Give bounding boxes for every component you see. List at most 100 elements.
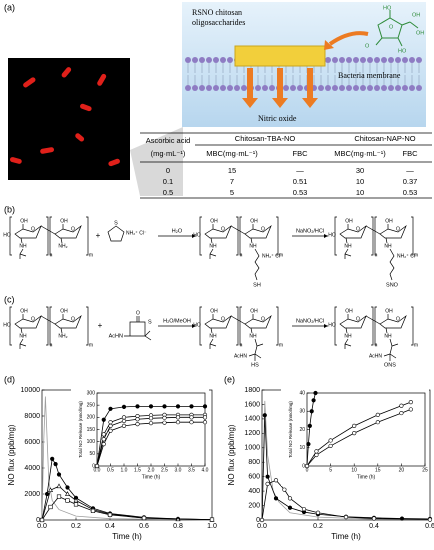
marker: [148, 416, 154, 421]
cell: [9, 157, 22, 164]
bond: [209, 248, 217, 259]
arrow-head: [192, 234, 196, 238]
label: MBC(mg·mL⁻¹): [334, 149, 386, 158]
bond: [344, 248, 352, 259]
label: 0.6: [425, 523, 434, 530]
label: S: [114, 220, 118, 226]
label: NH: [19, 243, 27, 249]
label: 10: [351, 467, 357, 473]
label: 0: [302, 463, 305, 469]
label: 0.5: [107, 467, 114, 473]
label: O: [396, 316, 400, 322]
marker: [189, 420, 194, 425]
label: 0: [166, 166, 170, 175]
label: 800: [248, 459, 260, 466]
label: OH: [20, 218, 28, 224]
marker: [399, 410, 404, 416]
bond: [239, 216, 279, 256]
atom-label: O: [365, 43, 370, 49]
structure-labels: HO OH O O HO OH: [365, 5, 424, 54]
label: 2.0: [148, 467, 155, 473]
lipid-head: [227, 57, 233, 63]
label: m: [279, 252, 283, 258]
marker: [189, 404, 194, 409]
label: 0.5: [163, 188, 173, 197]
marker: [44, 491, 50, 497]
bond: [19, 338, 27, 349]
label: 100: [87, 439, 96, 445]
bond: [385, 327, 388, 334]
label: 10: [356, 188, 364, 197]
lipid-head: [199, 57, 205, 63]
label: AcHN: [109, 333, 123, 339]
label: 10: [356, 177, 364, 186]
bond: [334, 216, 374, 256]
marker: [189, 415, 194, 420]
label: NO flux (ppb/mg): [227, 424, 236, 485]
marker: [65, 498, 70, 503]
label: 0.8: [173, 523, 183, 530]
marker: [301, 507, 307, 512]
label: O: [31, 226, 35, 232]
marker: [328, 443, 333, 449]
label: NaNO₂/HCl: [296, 228, 324, 234]
label: HO: [3, 322, 11, 328]
label: 0.6: [139, 523, 149, 530]
cell: [80, 103, 92, 112]
label: H₂O: [172, 228, 183, 234]
bond: [204, 224, 232, 239]
marker: [314, 449, 319, 454]
cell: [61, 67, 72, 78]
label: HO: [328, 322, 336, 328]
label: 0.2: [71, 523, 81, 530]
label: H₂O/MeOH: [163, 318, 191, 324]
marker: [162, 420, 167, 425]
inset-background: [71, 389, 209, 486]
arrow-head: [324, 40, 334, 50]
label: OH: [20, 308, 28, 314]
marker: [209, 517, 215, 522]
bond: [365, 225, 381, 235]
label: Total NO Release (nmol/mg): [288, 401, 293, 458]
bond: [250, 327, 253, 334]
label: Chitosan-NAP-NO: [354, 134, 415, 143]
marker: [73, 502, 79, 507]
label: O: [356, 226, 360, 232]
bond: [244, 224, 272, 239]
label: OH: [210, 218, 218, 224]
label: 10: [299, 445, 305, 451]
label: ONS: [384, 362, 396, 368]
bond: [379, 224, 407, 239]
label: AcHN: [234, 353, 247, 359]
lipid-head: [381, 57, 387, 63]
label: 20: [299, 427, 305, 433]
label: O: [396, 226, 400, 232]
lipid-head: [213, 57, 219, 63]
panel-label: (a): [4, 2, 15, 12]
marker: [328, 438, 333, 443]
series-line: [261, 479, 431, 521]
label: SNO: [386, 282, 399, 288]
marker: [265, 474, 270, 479]
label: +: [98, 321, 103, 330]
bond: [20, 327, 23, 334]
atom-label: OH: [412, 12, 420, 18]
series-line: [96, 414, 205, 467]
lipid-head: [339, 57, 345, 63]
marker: [121, 415, 127, 420]
marker: [375, 412, 380, 418]
lipid-head: [409, 57, 415, 63]
label: 0: [256, 517, 260, 524]
label: NH: [209, 243, 217, 249]
lipid-head: [255, 85, 261, 91]
marker: [304, 463, 310, 469]
marker: [202, 415, 208, 420]
label: 15: [375, 467, 381, 473]
label: OH: [250, 308, 258, 314]
label: OH: [345, 308, 353, 314]
lipid-head: [367, 85, 373, 91]
marker: [311, 398, 316, 403]
marker: [162, 404, 167, 409]
label: HS: [251, 362, 259, 368]
